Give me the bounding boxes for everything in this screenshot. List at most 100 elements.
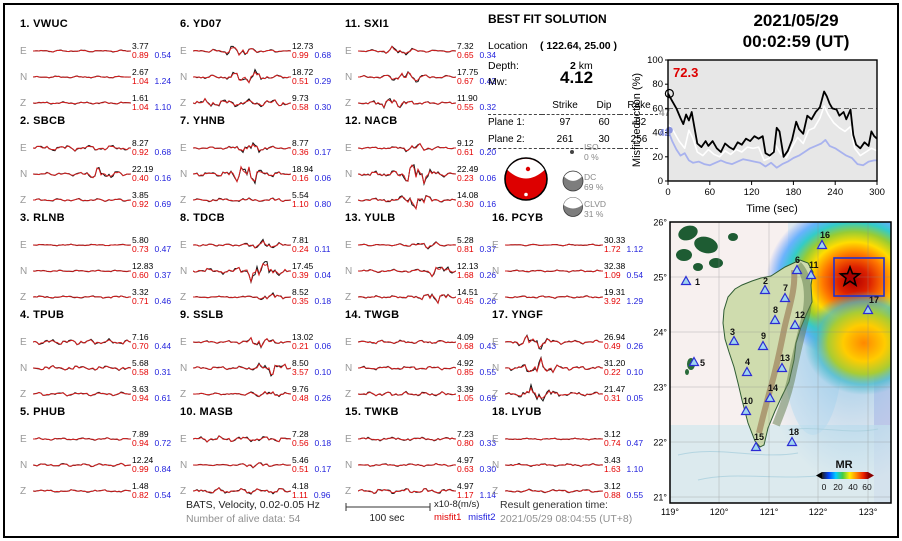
fit-values: 5.28 0.81 0.37 bbox=[457, 235, 503, 255]
channel-label: E bbox=[345, 433, 352, 445]
peak-amplitude: 30.33 bbox=[604, 234, 626, 245]
waveform-trace-sxi1-n bbox=[358, 70, 456, 83]
waveform-trace-yulb-z bbox=[358, 293, 456, 305]
peak-amplitude: 2.67 bbox=[132, 66, 149, 77]
waveform-trace-nacb-z bbox=[358, 194, 456, 211]
waveform-row-masb-z: Z 4.18 1.11 0.96 bbox=[180, 478, 338, 504]
station-number-label: 2 bbox=[763, 276, 768, 286]
station-number-label: 10 bbox=[743, 396, 753, 406]
fault-plane-table: Strike Dip Rake Plane 1: 97 60 -82 Plane… bbox=[488, 98, 658, 149]
map-station-16: 16 bbox=[816, 230, 830, 250]
channel-label: N bbox=[345, 362, 353, 374]
waveform-row-tdcb-e: E 7.81 0.24 0.11 bbox=[180, 232, 338, 258]
misfit2-value: 0.33 bbox=[479, 438, 497, 448]
fit-values: 13.02 0.21 0.06 bbox=[292, 332, 338, 352]
peak-amplitude: 12.13 bbox=[457, 260, 479, 271]
misfit2-value: 0.16 bbox=[154, 173, 172, 183]
x-tick-label: 0 bbox=[665, 187, 670, 198]
misfit1-legend-label: misfit1 bbox=[434, 512, 462, 523]
misfit1-value: 3.57 bbox=[292, 367, 309, 377]
waveform-trace-sbcb-e bbox=[33, 144, 131, 152]
china-coast-islands bbox=[676, 225, 738, 271]
waveform-trace-phub-n bbox=[33, 462, 131, 468]
station-number-label: 6 bbox=[795, 255, 800, 265]
misfit1-value: 0.80 bbox=[457, 438, 474, 448]
station-block-tpub: 4. TPUB E 7.16 0.70 0.44 N 5.68 0.58 0.31 Z 3.63 0.… bbox=[20, 309, 178, 406]
channel-label: Z bbox=[492, 388, 499, 400]
waveform-row-pcyb-n: N 32.38 1.09 0.54 bbox=[492, 258, 650, 284]
fit-values: 26.94 0.49 0.26 bbox=[604, 332, 650, 352]
time-scale-bar bbox=[345, 503, 431, 511]
fit-values: 7.23 0.80 0.33 bbox=[457, 429, 503, 449]
iso-item: ISO 0 % bbox=[584, 142, 599, 162]
misfit2-value: 1.10 bbox=[626, 464, 644, 474]
central-mountain-ridge bbox=[756, 269, 798, 434]
station-triangle-icon bbox=[776, 362, 788, 373]
waveform-row-twkb-e: E 7.23 0.80 0.33 bbox=[345, 426, 503, 452]
fit-values: 19.31 3.92 1.29 bbox=[604, 286, 650, 307]
misfit1-value: 0.35 bbox=[292, 296, 309, 306]
fit-values: 14.51 0.45 0.26 bbox=[457, 286, 503, 307]
misfit2-value: 0.96 bbox=[313, 490, 331, 500]
depth-value: 2 bbox=[570, 60, 576, 72]
station-number-label: 8 bbox=[773, 305, 778, 315]
waveform-row-rlnb-z: Z 3.32 0.71 0.46 bbox=[20, 284, 178, 310]
waveform-trace-yhnb-e bbox=[193, 141, 291, 154]
station-number-label: 15 bbox=[754, 432, 764, 442]
channel-label: E bbox=[180, 239, 187, 251]
misfit1-value: 0.48 bbox=[292, 393, 309, 403]
misfit2-value: 0.54 bbox=[626, 270, 644, 280]
waveform-trace-masb-e bbox=[193, 435, 291, 443]
misfit2-value: 0.43 bbox=[479, 341, 497, 351]
map-station-4: 4 bbox=[741, 357, 753, 377]
misfit1-value: 1.05 bbox=[457, 393, 474, 403]
fit-values: 8.50 3.57 0.10 bbox=[292, 358, 338, 378]
y-tick-label: 60 bbox=[652, 103, 663, 114]
peak-amplitude: 7.16 bbox=[132, 331, 149, 342]
waveform-trace-yulb-e bbox=[358, 241, 456, 250]
misfit2-value: 0.72 bbox=[154, 438, 172, 448]
station-triangle-icon bbox=[789, 319, 801, 330]
misfit1-value: 0.51 bbox=[292, 76, 309, 86]
station-block-yd07: 6. YD07 E 12.73 0.99 0.68 N 18.72 0.51 0.29 Z 9.73… bbox=[180, 18, 338, 115]
lat-label: 26° bbox=[653, 218, 667, 228]
waveform-row-phub-z: Z 1.48 0.82 0.54 bbox=[20, 478, 178, 504]
misfit1-value: 0.94 bbox=[132, 438, 149, 448]
station-triangle-icon bbox=[769, 314, 781, 325]
waveform-trace-vwuc-z bbox=[33, 101, 131, 105]
lat-label: 21° bbox=[653, 493, 667, 503]
waveform-row-yd07-e: E 12.73 0.99 0.68 bbox=[180, 38, 338, 64]
map-station-5: 5 bbox=[688, 356, 705, 368]
waveform-row-yhnb-e: E 8.77 0.36 0.17 bbox=[180, 135, 338, 161]
misfit2-value: 0.20 bbox=[479, 147, 497, 157]
station-triangle-icon bbox=[764, 392, 776, 403]
peak-amplitude: 22.49 bbox=[457, 163, 479, 174]
station-triangle-icon bbox=[791, 264, 803, 275]
station-block-twgb: 14. TWGB E 4.09 0.68 0.43 N 4.92 0.85 0.55 Z 3.39 1… bbox=[345, 309, 503, 406]
peak-amplitude: 5.68 bbox=[132, 357, 149, 368]
peak-amplitude: 19.31 bbox=[604, 286, 626, 297]
peak-amplitude: 1.48 bbox=[132, 480, 149, 491]
station-number-label: 1 bbox=[695, 277, 700, 287]
iso-label: ISO bbox=[584, 142, 599, 152]
fit-values: 30.33 1.72 1.12 bbox=[604, 234, 650, 255]
y-axis-label: Misfit reduction (%) bbox=[631, 73, 643, 167]
peak-amplitude: 14.51 bbox=[457, 286, 479, 297]
peak-amplitude: 17.45 bbox=[292, 260, 314, 271]
misfit1-value: 0.82 bbox=[132, 490, 149, 500]
misfit1-value: 0.23 bbox=[457, 173, 474, 183]
lat-label: 22° bbox=[653, 438, 667, 448]
fit-values: 4.92 0.85 0.55 bbox=[457, 358, 503, 378]
fit-values: 7.28 0.56 0.18 bbox=[292, 429, 338, 449]
misfit2-value: 0.11 bbox=[314, 244, 331, 254]
fit-values: 11.90 0.55 0.32 bbox=[457, 93, 503, 113]
depth-unit: km bbox=[578, 60, 593, 72]
channel-label: N bbox=[20, 265, 28, 277]
misfit1-value: 1.17 bbox=[457, 490, 474, 500]
channel-label: Z bbox=[345, 388, 352, 400]
station-header: 4. TPUB bbox=[20, 309, 65, 321]
fit-values: 3.39 1.05 0.69 bbox=[457, 384, 503, 404]
fit-values: 22.49 0.23 0.06 bbox=[457, 163, 503, 184]
misfit2-value: 0.61 bbox=[154, 393, 172, 403]
peak-amplitude: 3.63 bbox=[132, 383, 149, 394]
